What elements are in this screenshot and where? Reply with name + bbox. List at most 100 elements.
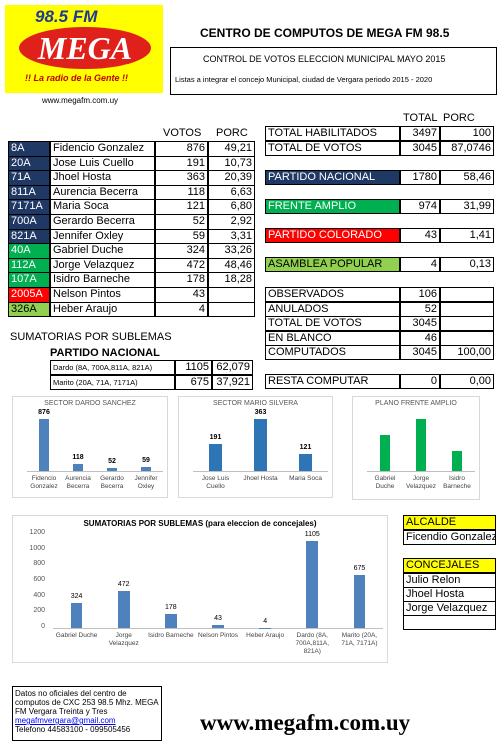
total-percent: 100,00 — [440, 345, 494, 360]
percent: 6,80 — [208, 199, 255, 215]
sublema-percent: 37,921 — [212, 374, 253, 390]
bar — [72, 463, 84, 471]
bar — [451, 451, 463, 471]
chart-title: PLANO FRENTE AMPLIO — [375, 400, 457, 407]
data-label: 121 — [299, 443, 312, 451]
total-label: FRENTE AMPLIO — [265, 199, 400, 214]
list-code: 107A — [8, 272, 50, 288]
candidate-name: Fidencio Gonzalez — [50, 141, 155, 157]
logo-name: MEGA — [19, 27, 151, 69]
total-percent — [440, 301, 494, 317]
data-label: 324 — [70, 592, 83, 600]
chart: SECTOR DARDO SANCHEZ 876 Fidencio Gonzalez… — [12, 396, 168, 498]
votes: 59 — [155, 228, 208, 245]
bar — [208, 443, 223, 471]
sublema-label: Dardo (8A, 700A,811A, 821A) — [50, 360, 175, 375]
x-tick-label: Gabriel Duche — [374, 475, 396, 490]
logo-top: 98.5 FM — [35, 7, 98, 26]
candidate-name: Heber Araujo — [50, 301, 155, 318]
slogan: !! La radio de la Gente !! — [25, 73, 129, 83]
y-tick-label: 0 — [41, 623, 45, 630]
data-label: 472 — [117, 581, 130, 589]
list-code: 71A — [8, 170, 50, 186]
x-tick-label: Isidro Barneche — [148, 632, 194, 639]
bar — [106, 467, 118, 471]
sublemas-title: SUMATORIAS POR SUBLEMAS — [10, 331, 172, 343]
alcalde-title: ALCALDE — [403, 515, 496, 530]
data-label: 59 — [142, 457, 150, 465]
data-label: 43 — [214, 614, 222, 622]
votes: 472 — [155, 257, 208, 274]
alcalde: Ficendio Gonzalez — [403, 530, 496, 545]
axis-line — [27, 471, 163, 472]
y-tick-label: 1000 — [29, 544, 45, 552]
sublema-total: 675 — [175, 374, 212, 390]
percent: 18,28 — [208, 272, 255, 288]
bar — [117, 591, 130, 628]
votes: 191 — [155, 155, 208, 172]
total-label: TOTAL DE VOTOS — [265, 140, 400, 156]
total-percent: 100 — [440, 126, 494, 141]
sublema-label: Marito (20A, 71A, 7171A) — [50, 374, 175, 390]
percent — [208, 301, 255, 318]
list-code: 8A — [8, 141, 50, 157]
votes: 324 — [155, 243, 208, 259]
list-code: 2005A — [8, 287, 50, 303]
footer-box: Datos no oficiales del centro de computo… — [12, 686, 162, 741]
x-tick-label: Heber Araujo — [246, 632, 285, 639]
total-percent: 87,0746 — [440, 140, 494, 156]
data-label: 675 — [353, 565, 366, 573]
list-code: 112A — [8, 257, 50, 274]
candidate-name: Jose Luis Cuello — [50, 155, 155, 172]
bar — [164, 614, 177, 628]
total-percent — [440, 330, 494, 346]
x-tick-label: Jennifer Oxley — [134, 475, 158, 490]
y-tick-label: 1200 — [29, 529, 45, 536]
bar — [140, 467, 152, 471]
footer-phone: Telefono 44583100 - 099505456 — [15, 725, 131, 734]
total-label: EN BLANCO — [265, 330, 400, 346]
total-label: TOTAL DE VOTOS — [265, 316, 400, 331]
column-header: TOTAL — [403, 112, 438, 124]
title: CENTRO DE COMPUTOS DE MEGA FM 98.5 — [200, 26, 450, 40]
total-value: 3045 — [400, 140, 440, 156]
x-tick-label: Isidro Barneche — [443, 475, 471, 490]
list-code: 40A — [8, 243, 50, 259]
bar — [38, 419, 50, 471]
chart: SECTOR MARIO SILVERA 191 Jose Luis Cuello 3… — [178, 396, 333, 498]
x-tick-label: Fidencio Gonzalez — [30, 475, 58, 490]
candidate-name: Aurencia Becerra — [50, 184, 155, 201]
chart: SUMATORIAS POR SUBLEMAS (para eleccion d… — [12, 515, 388, 663]
total-value: 3045 — [400, 345, 440, 360]
data-label: 363 — [254, 409, 267, 416]
total-value: 4 — [400, 257, 440, 272]
sublema-percent: 62,079 — [212, 360, 253, 375]
percent: 49,21 — [208, 141, 255, 157]
axis-line — [53, 628, 383, 629]
percent: 48,46 — [208, 257, 255, 274]
bar — [353, 575, 366, 628]
total-label: COMPUTADOS — [265, 345, 400, 360]
votes: 4 — [155, 301, 208, 318]
concejal: Julio Relon — [403, 572, 496, 588]
candidate-name: Nelson Pintos — [50, 287, 155, 303]
total-percent: 58,46 — [440, 170, 494, 185]
x-tick-label: Marito (20A, 71A, 7171A) — [341, 632, 378, 647]
list-code: 20A — [8, 155, 50, 172]
data-label: 52 — [108, 457, 116, 465]
sublema-total: 1105 — [175, 360, 212, 375]
percent — [208, 287, 255, 303]
x-tick-label: Jorge Velazquez — [406, 475, 436, 490]
chart-title: SECTOR MARIO SILVERA — [213, 400, 298, 407]
x-tick-label: Nelson Pintos — [197, 632, 239, 639]
axis-line — [367, 471, 475, 472]
total-percent: 1,41 — [440, 228, 494, 243]
list-code: 821A — [8, 228, 50, 245]
votes: 363 — [155, 170, 208, 186]
x-tick-label: Dardo (8A, 700A,811A, 821A) — [295, 632, 330, 655]
x-tick-label: Gerardo Becerra — [100, 475, 124, 490]
total-value: 974 — [400, 199, 440, 214]
percent: 3,31 — [208, 228, 255, 245]
votes: 52 — [155, 214, 208, 230]
